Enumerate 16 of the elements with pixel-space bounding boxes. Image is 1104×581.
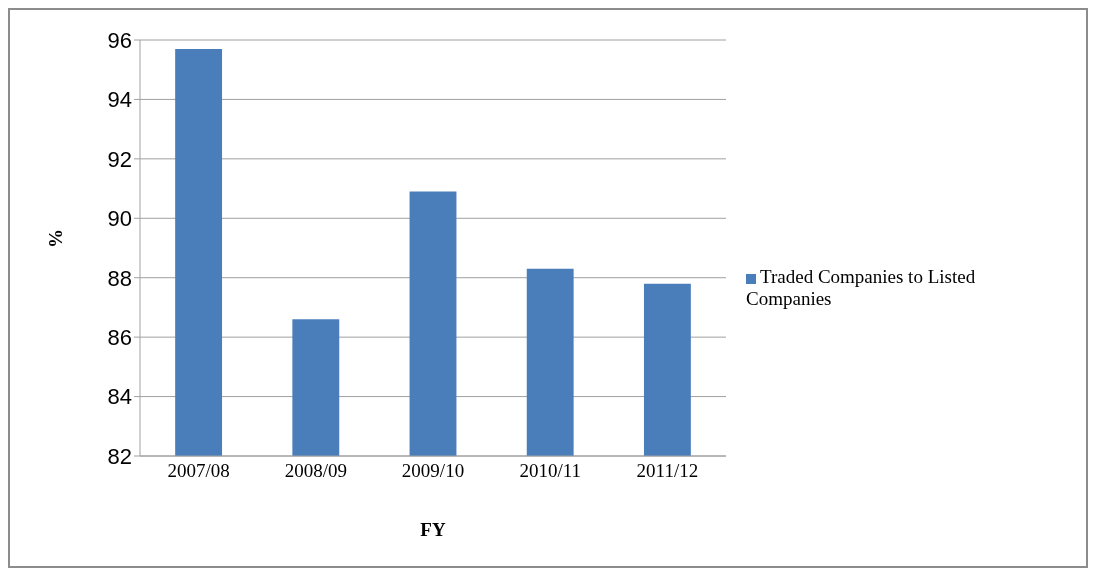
x-tick-label: 2009/10 xyxy=(401,460,465,482)
legend-label: Traded Companies to Listed Companies xyxy=(746,266,976,309)
y-tick-label: 86 xyxy=(107,324,132,350)
y-tick-label: 90 xyxy=(107,206,132,232)
x-tick-label: 2010/11 xyxy=(519,460,581,482)
y-tick-label: 84 xyxy=(107,384,132,410)
y-tick-label: 96 xyxy=(107,27,132,53)
y-tick-label: 92 xyxy=(107,146,132,172)
x-axis-title: FY xyxy=(420,519,446,540)
y-tick-label: 82 xyxy=(107,443,132,469)
x-tick-label: 2008/09 xyxy=(284,460,347,482)
x-tick-label: 2011/12 xyxy=(636,460,699,482)
y-axis-title: % xyxy=(44,229,66,248)
x-tick-label: 2007/08 xyxy=(167,460,230,482)
y-tick-label: 88 xyxy=(107,265,132,291)
y-tick-label: 94 xyxy=(107,87,132,113)
